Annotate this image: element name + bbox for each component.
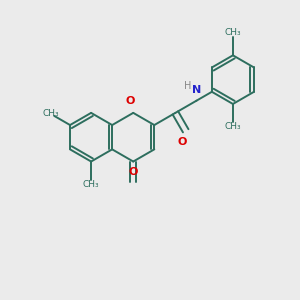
- Text: CH₃: CH₃: [83, 180, 99, 189]
- Text: O: O: [126, 97, 135, 106]
- Text: H: H: [184, 81, 192, 91]
- Text: O: O: [129, 167, 138, 177]
- Text: N: N: [192, 85, 201, 95]
- Text: CH₃: CH₃: [42, 109, 59, 118]
- Text: CH₃: CH₃: [225, 122, 241, 131]
- Text: CH₃: CH₃: [225, 28, 241, 37]
- Text: O: O: [177, 137, 187, 147]
